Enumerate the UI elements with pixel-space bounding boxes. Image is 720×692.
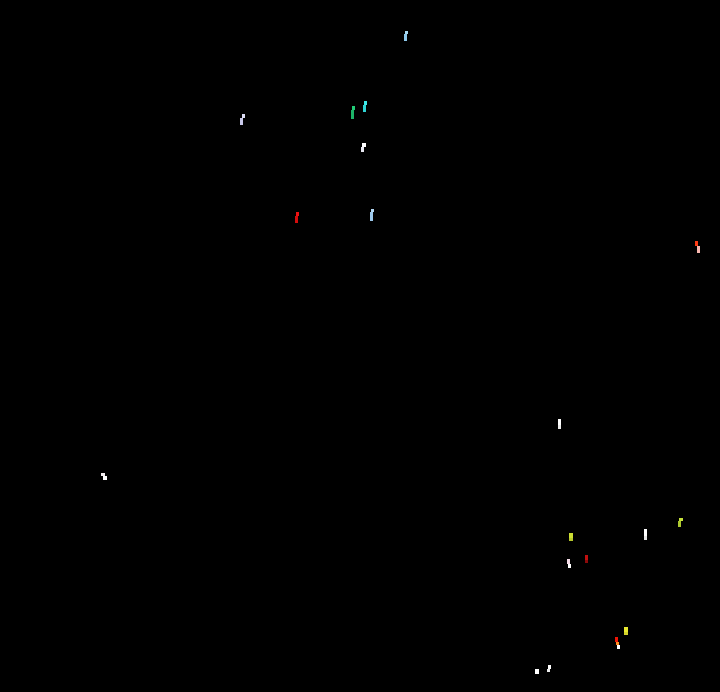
- artifact-cyan-center-segment: [364, 101, 367, 105]
- artifact-lavender-upper-left-segment: [242, 114, 245, 118]
- artifact-white-right-mid: [558, 419, 562, 429]
- artifact-red-center-left: [295, 212, 299, 223]
- artifact-pink-lower-right-segment: [568, 564, 571, 568]
- artifact-pink-lower-right-segment: [567, 559, 570, 564]
- artifact-red-center-left-segment: [295, 216, 298, 223]
- artifact-red-orange-bottom-segment: [617, 645, 620, 649]
- artifact-lavender-upper-left-segment: [240, 118, 243, 125]
- artifact-yellow-bottom-segment: [624, 627, 628, 632]
- artifact-green-center-segment: [351, 110, 354, 119]
- artifact-white-lower-right: [644, 529, 648, 540]
- artifact-cyan-center: [363, 101, 367, 112]
- artifact-light-blue-top-segment: [404, 29, 408, 31]
- artifact-red-right-edge: [695, 241, 700, 253]
- artifact-red-center-left-segment: [296, 212, 299, 216]
- artifact-yellow-bottom: [624, 627, 629, 635]
- artifact-green-center: [351, 106, 355, 119]
- artifact-white-bottom-left: [535, 669, 540, 674]
- artifact-red-orange-bottom-segment: [615, 637, 618, 642]
- artifact-light-blue-center-segment: [371, 209, 374, 212]
- artifact-darkred-lower-right: [585, 555, 589, 563]
- artifact-white-lower-left-segment: [101, 473, 105, 476]
- artifact-darkred-lower-right-segment: [585, 560, 588, 563]
- artifact-light-blue-center-segment: [370, 212, 373, 221]
- artifact-white-lower-right-segment: [644, 536, 647, 540]
- artifact-white-right-mid-segment: [558, 419, 561, 425]
- artifact-white-bottom-segment: [548, 665, 551, 669]
- artifact-yellowgreen-right-segment: [678, 521, 681, 527]
- artifact-white-right-mid-segment: [558, 425, 561, 429]
- artifact-red-right-edge-segment: [697, 246, 700, 253]
- artifact-red-orange-bottom-segment: [616, 642, 619, 645]
- artifact-white-center-upper: [361, 143, 366, 152]
- artifact-light-blue-top: [404, 29, 408, 41]
- artifact-white-bottom-segment: [547, 669, 550, 672]
- artifact-white-lower-left: [101, 473, 107, 480]
- artifact-white-lower-right-segment: [644, 529, 647, 536]
- artifact-red-right-edge-segment: [695, 241, 698, 246]
- artifact-cyan-center-segment: [363, 105, 366, 112]
- artifact-white-center-upper-segment: [362, 143, 366, 147]
- artifact-green-center-segment: [352, 106, 355, 110]
- artifact-yellowgreen-lower-right-segment: [569, 533, 573, 538]
- artifact-white-bottom-left-segment: [535, 669, 539, 674]
- artifact-yellowgreen-lower-right: [569, 533, 574, 541]
- artifact-darkred-lower-right-segment: [585, 555, 588, 560]
- artifact-yellowgreen-right-segment: [679, 518, 683, 521]
- artifact-light-blue-top-segment: [404, 34, 407, 41]
- artifact-white-center-upper-segment: [361, 147, 364, 152]
- artifact-yellowgreen-right: [678, 518, 683, 527]
- artifact-white-bottom: [547, 665, 552, 672]
- artifact-light-blue-top-segment: [405, 31, 408, 34]
- artifact-yellowgreen-lower-right-segment: [569, 538, 573, 541]
- artifact-yellow-bottom-segment: [624, 632, 628, 635]
- artifact-pink-lower-right: [567, 559, 571, 568]
- artifact-light-blue-center: [370, 209, 374, 221]
- artifact-lavender-upper-left: [240, 114, 245, 125]
- artifact-white-lower-left-segment: [103, 476, 107, 480]
- artifact-red-orange-bottom: [615, 637, 621, 649]
